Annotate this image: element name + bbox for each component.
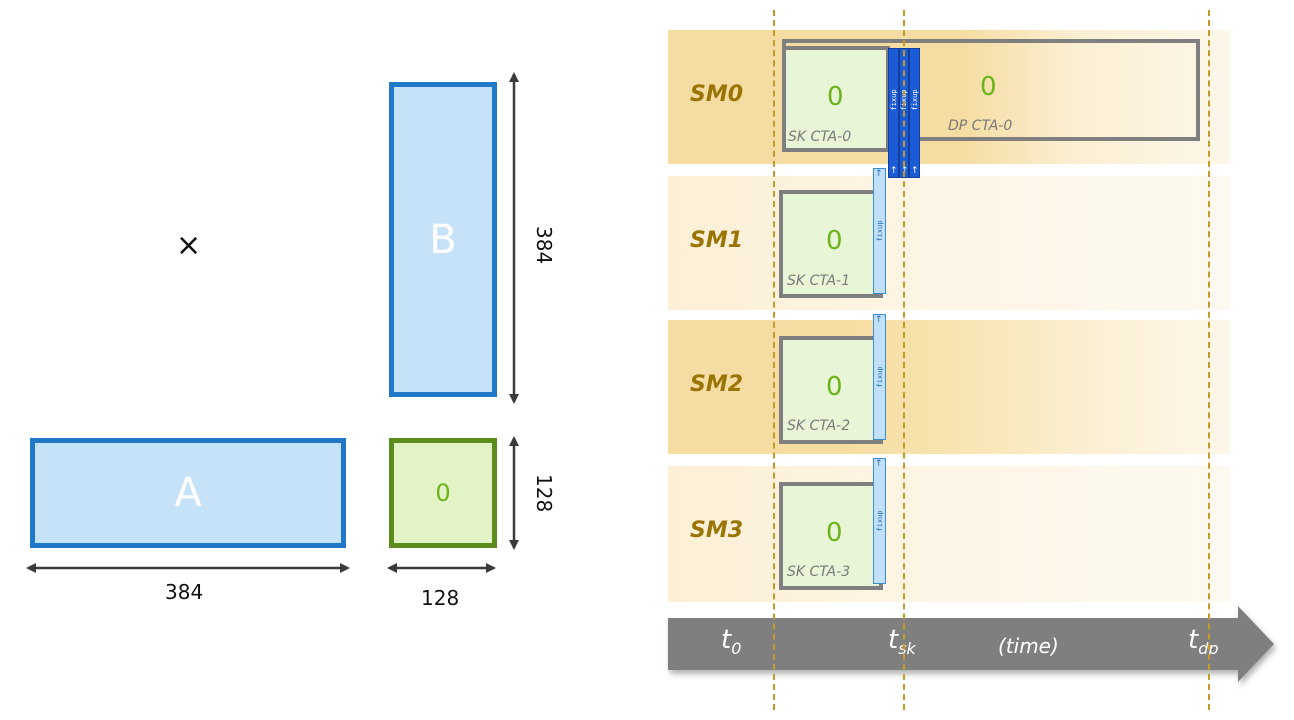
sm-label-2: SM2 <box>690 372 744 397</box>
tsk-dashed-line <box>903 10 905 710</box>
fixup-bar-1: ↑ fixup <box>873 168 886 294</box>
fixup-dark-arrow-1: ↑ <box>890 166 898 176</box>
dp-cta-0-tile: 0 <box>980 72 997 102</box>
sm-label-1: SM1 <box>690 228 744 253</box>
sk-cta-0-tile: 0 <box>827 82 844 112</box>
time-label: (time) <box>998 634 1059 658</box>
tsk-label: tsk <box>888 625 916 658</box>
fixup-dark-arrow-3: ↑ <box>911 166 919 176</box>
dimension-arrows <box>26 72 519 573</box>
sm-label-0: SM0 <box>690 82 744 107</box>
a-width-label: 384 <box>165 580 204 604</box>
fixup-arrow-3: ↑ <box>875 459 883 469</box>
fixup-dark-label-3: fixup <box>910 89 919 111</box>
matrix-b: B <box>389 82 497 397</box>
tsk-text: t <box>888 625 899 655</box>
t0-label: t0 <box>721 625 741 658</box>
sk-cta-2 <box>779 336 883 444</box>
fixup-label-1: fixup <box>875 220 884 242</box>
sm-row-0: SM0 <box>668 30 1230 164</box>
fixup-dark-bar-1: fixup ↑ <box>888 48 899 178</box>
sk-cta-3-label: SK CTA-3 <box>787 564 851 580</box>
fixup-bar-2: ↑ fixup <box>873 314 886 440</box>
t0-text: t <box>721 625 732 655</box>
fixup-dark-label-1: fixup <box>889 89 898 111</box>
matrix-c-tile-label: 0 <box>435 479 451 507</box>
sk-cta-3 <box>779 482 883 590</box>
tdp-dashed-line <box>1208 10 1210 710</box>
matrix-b-label: B <box>429 216 457 263</box>
fixup-bar-3: ↑ fixup <box>873 458 886 584</box>
t0-dashed-line <box>773 10 775 710</box>
matrix-c-tile: 0 <box>389 438 497 548</box>
fixup-arrow-2: ↑ <box>875 315 883 325</box>
fixup-label-2: fixup <box>875 366 884 388</box>
sm-row-2: SM2 <box>668 320 1230 454</box>
tsk-sub: sk <box>898 639 916 659</box>
fixup-dark-bar-3: fixup ↑ <box>909 48 920 178</box>
sk-cta-1-tile: 0 <box>826 226 843 256</box>
c-height-label: 128 <box>532 474 556 513</box>
fixup-label-3: fixup <box>875 510 884 532</box>
matrix-a-label: A <box>174 470 202 516</box>
sk-cta-0 <box>782 46 890 152</box>
sk-cta-2-tile: 0 <box>826 372 843 402</box>
c-width-label: 128 <box>421 586 460 610</box>
tdp-label: tdp <box>1188 625 1219 658</box>
time-arrow <box>668 606 1274 682</box>
sk-cta-1-label: SK CTA-1 <box>787 273 851 289</box>
fixup-arrow-1: ↑ <box>875 169 883 179</box>
t0-sub: 0 <box>731 639 742 659</box>
matrix-a: A <box>30 438 346 548</box>
dp-cta-0-label: DP CTA-0 <box>948 118 1013 134</box>
sk-cta-3-tile: 0 <box>826 518 843 548</box>
tdp-text: t <box>1188 625 1199 655</box>
multiply-sign: × <box>176 228 202 263</box>
b-height-label: 384 <box>532 226 556 265</box>
sm-row-1: SM1 <box>668 176 1230 310</box>
sk-cta-0-label: SK CTA-0 <box>788 129 852 145</box>
sm-label-3: SM3 <box>690 518 744 543</box>
sk-cta-2-label: SK CTA-2 <box>787 418 851 434</box>
sm-row-3: SM3 <box>668 466 1230 602</box>
